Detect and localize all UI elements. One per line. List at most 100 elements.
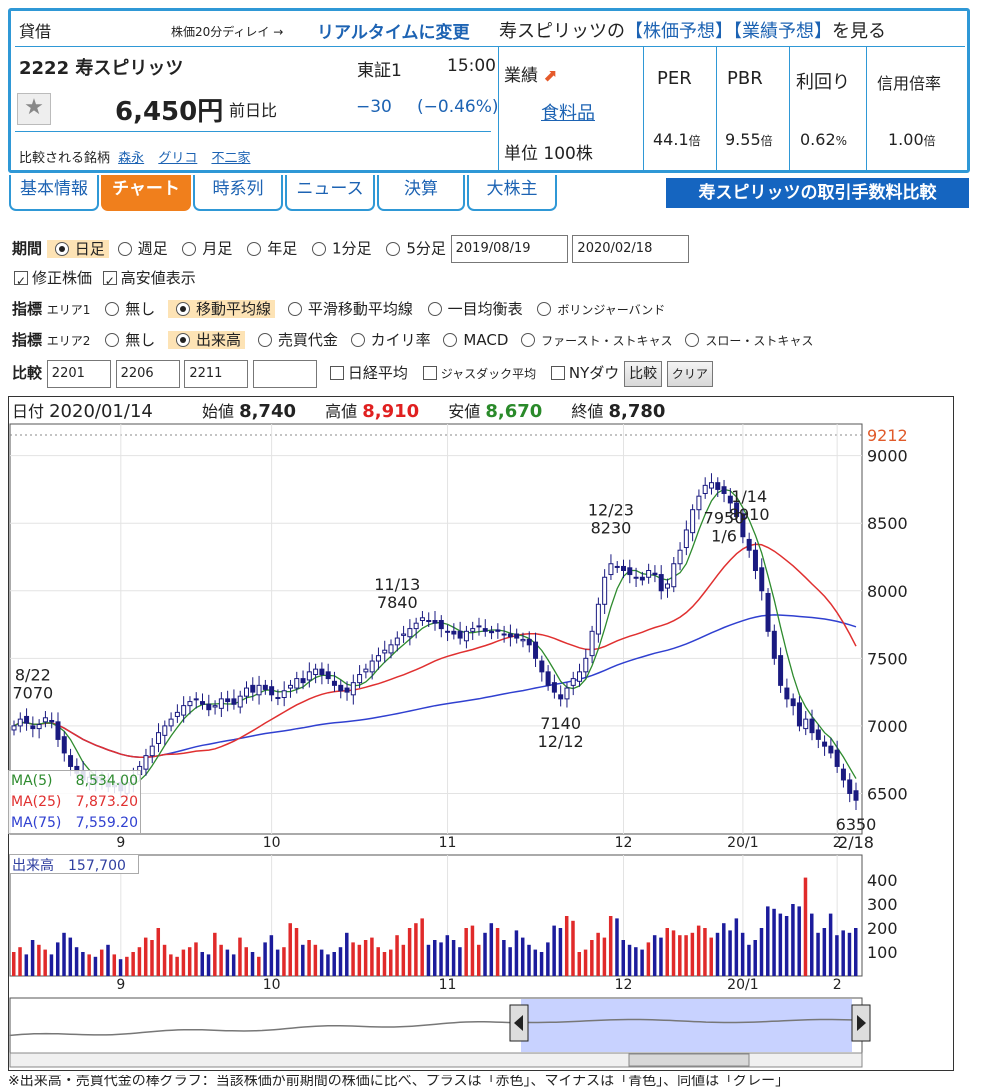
- volume-bar: [439, 942, 443, 976]
- volume-bar: [326, 954, 330, 976]
- candle-body: [558, 694, 564, 700]
- y-tick-label: 7000: [867, 717, 908, 736]
- volume-bar: [546, 942, 550, 976]
- candle-body: [237, 695, 243, 708]
- radio-fast-stoch[interactable]: [521, 333, 536, 347]
- volume-bar: [665, 928, 669, 976]
- volume-bar: [678, 935, 682, 976]
- x-tick-label: 12: [615, 977, 633, 993]
- volume-bar: [671, 930, 676, 976]
- period-option: 年足: [267, 239, 298, 258]
- candle-body: [457, 630, 463, 639]
- candle-body: [734, 502, 740, 517]
- radio-weekly[interactable]: [117, 241, 132, 256]
- x-tick-label: 20/1: [727, 835, 758, 851]
- indicator-option: ボリンジャーバンド: [557, 303, 666, 317]
- ohlc-header: 日付 2020/01/14 始値 8,740 高値 8,910 安値 8,670…: [12, 401, 666, 422]
- compare-row: 比較 2201 2206 2211 日経平均 ジャスダック平均 NYダウ 比較 …: [12, 358, 713, 388]
- nydow-checkbox[interactable]: [550, 366, 565, 380]
- volume-bar: [577, 952, 582, 976]
- compare-code-input[interactable]: 2201: [46, 359, 111, 388]
- fee-comparison-banner[interactable]: 寿スピリッツの取引手数料比較: [666, 178, 969, 208]
- tab-news[interactable]: ニュース: [285, 175, 375, 211]
- radio-volume[interactable]: [176, 333, 191, 347]
- radio-1min[interactable]: [311, 241, 326, 256]
- candle-body: [225, 698, 231, 703]
- candle-body: [539, 660, 545, 673]
- tab-chart[interactable]: チャート: [101, 175, 191, 211]
- volume-bar: [854, 928, 858, 976]
- star-icon[interactable]: ★: [17, 93, 51, 125]
- ma5-legend: MA(5) 8,534.00: [11, 773, 138, 789]
- volume-bar: [784, 916, 789, 976]
- volume-bar: [219, 944, 223, 976]
- indicator-option: スロー・ストキャス: [705, 334, 814, 348]
- tab-major-shareholders[interactable]: 大株主: [467, 175, 557, 211]
- volume-bar: [175, 956, 179, 976]
- adjusted-checkbox[interactable]: [14, 269, 28, 293]
- candle-body: [702, 484, 708, 494]
- compare-code-input[interactable]: 2211: [184, 359, 249, 388]
- compare-code-input[interactable]: [253, 359, 318, 388]
- candle-body: [451, 630, 457, 635]
- x-tick-label: 2: [833, 835, 842, 851]
- tab-basic-info[interactable]: 基本情報: [9, 175, 99, 211]
- radio-moving-average[interactable]: [176, 302, 191, 316]
- divider: [15, 131, 491, 132]
- volume-bar: [332, 952, 336, 976]
- candle-body: [602, 576, 608, 605]
- metric-value: 0.62%: [800, 130, 848, 149]
- volume-bar: [634, 947, 638, 976]
- price-annotation: 8/22: [15, 666, 51, 685]
- radio-5min[interactable]: [386, 241, 401, 256]
- candle-body: [432, 620, 438, 624]
- price-annotation: 2/18: [838, 833, 874, 852]
- compare-link[interactable]: 森永: [118, 151, 145, 166]
- metric-label: PER: [657, 68, 692, 89]
- volume-bar: [835, 935, 839, 976]
- radio-smoothed-ma[interactable]: [287, 302, 302, 316]
- nikkei-checkbox[interactable]: [329, 366, 344, 380]
- sector-link[interactable]: 食料品: [541, 103, 595, 124]
- results-forecast-link[interactable]: 【業績予想】: [733, 21, 832, 42]
- compare-link[interactable]: 不二家: [211, 151, 251, 166]
- date-from-input[interactable]: 2019/08/19: [450, 235, 568, 263]
- jasdaq-checkbox[interactable]: [422, 366, 437, 380]
- clear-button[interactable]: クリア: [666, 360, 713, 387]
- candle-body: [489, 630, 495, 634]
- radio-none[interactable]: [105, 333, 120, 347]
- volume-bar: [143, 937, 148, 976]
- compare-stocks: 比較される銘柄 森永 グリコ 不二家: [19, 147, 250, 166]
- radio-deviation[interactable]: [350, 333, 365, 347]
- candle-body: [608, 563, 614, 576]
- candle-body: [627, 567, 633, 576]
- candle-body: [514, 633, 520, 639]
- radio-turnover[interactable]: [257, 333, 272, 347]
- candle-body: [407, 628, 413, 638]
- y-tick-label: 7500: [867, 649, 908, 668]
- date-to-input[interactable]: 2020/02/18: [572, 235, 690, 263]
- compare-link[interactable]: グリコ: [158, 151, 198, 166]
- radio-ichimoku[interactable]: [427, 302, 442, 316]
- volume-bar: [445, 935, 450, 976]
- candle-body: [759, 567, 765, 592]
- highlow-checkbox[interactable]: [102, 269, 117, 293]
- compare-button[interactable]: 比較: [624, 360, 663, 387]
- tab-financials[interactable]: 決算: [377, 175, 465, 211]
- overview-line: [9, 1018, 863, 1037]
- tab-time-series[interactable]: 時系列: [193, 175, 283, 211]
- radio-macd[interactable]: [443, 333, 458, 347]
- realtime-link[interactable]: リアルタイムに変更: [317, 23, 470, 43]
- volume-bar: [389, 949, 393, 976]
- radio-slow-stoch[interactable]: [685, 333, 700, 347]
- stock-forecast-link[interactable]: 【株価予想】: [625, 21, 733, 42]
- adjusted-label: 修正株価: [32, 269, 93, 287]
- radio-daily[interactable]: [54, 241, 69, 256]
- radio-bollinger[interactable]: [537, 302, 552, 316]
- radio-none[interactable]: [105, 302, 120, 316]
- volume-bar: [187, 947, 192, 976]
- radio-monthly[interactable]: [182, 241, 197, 256]
- radio-yearly[interactable]: [247, 241, 262, 256]
- compare-code-input[interactable]: 2206: [115, 359, 180, 388]
